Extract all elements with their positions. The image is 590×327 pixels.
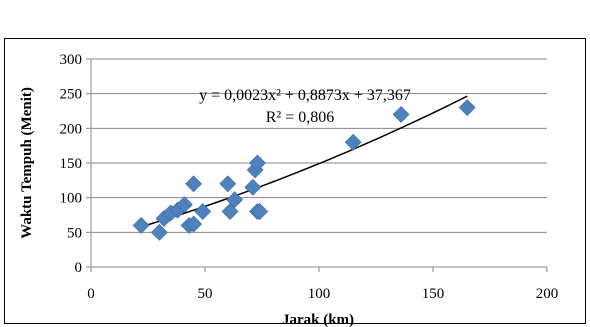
x-tick-label-150: 150 — [422, 286, 445, 302]
data-points — [132, 99, 476, 241]
x-tick-label-50: 50 — [198, 286, 213, 302]
y-tick-label-250: 250 — [60, 87, 83, 103]
data-point-11 — [219, 175, 237, 193]
gridlines — [91, 58, 547, 233]
data-point-2 — [150, 223, 168, 241]
r-squared-label: R² = 0,806 — [266, 109, 335, 126]
data-point-13 — [226, 191, 244, 209]
data-point-18 — [251, 203, 269, 220]
data-point-20 — [392, 106, 410, 123]
trendline — [140, 95, 468, 228]
y-tick-label-100: 100 — [60, 191, 83, 207]
trendline-group — [140, 95, 468, 228]
data-point-9 — [185, 215, 203, 233]
data-point-12 — [221, 203, 239, 220]
trendline-equation: y = 0,0023x² + 0,8873x + 37,367 — [199, 87, 411, 104]
axes — [86, 58, 548, 272]
x-tick-label-100: 100 — [308, 286, 331, 302]
y-tick-label-200: 200 — [60, 121, 83, 137]
data-point-21 — [458, 99, 476, 116]
data-point-10 — [194, 203, 212, 220]
chart-frame — [4, 38, 586, 324]
data-point-16 — [249, 154, 266, 172]
y-axis-title: Waktu Tempuh (Menit) — [19, 87, 35, 239]
y-tick-label-150: 150 — [60, 156, 83, 172]
data-point-14 — [244, 178, 262, 196]
y-tick-label-50: 50 — [67, 225, 82, 241]
x-axis-title: Jarak (km) — [282, 312, 354, 327]
y-tick-label-300: 300 — [60, 52, 83, 68]
data-point-19 — [344, 133, 362, 151]
data-point-1 — [132, 216, 150, 234]
x-tick-label-0: 0 — [87, 286, 95, 302]
data-point-6 — [176, 196, 193, 214]
y-tick-label-0: 0 — [75, 260, 83, 276]
tick-labels: 0 50 100 150 200 250 300 0 50 100 150 200 — [60, 52, 559, 302]
x-tick-label-200: 200 — [536, 286, 559, 302]
data-point-8 — [185, 175, 203, 193]
